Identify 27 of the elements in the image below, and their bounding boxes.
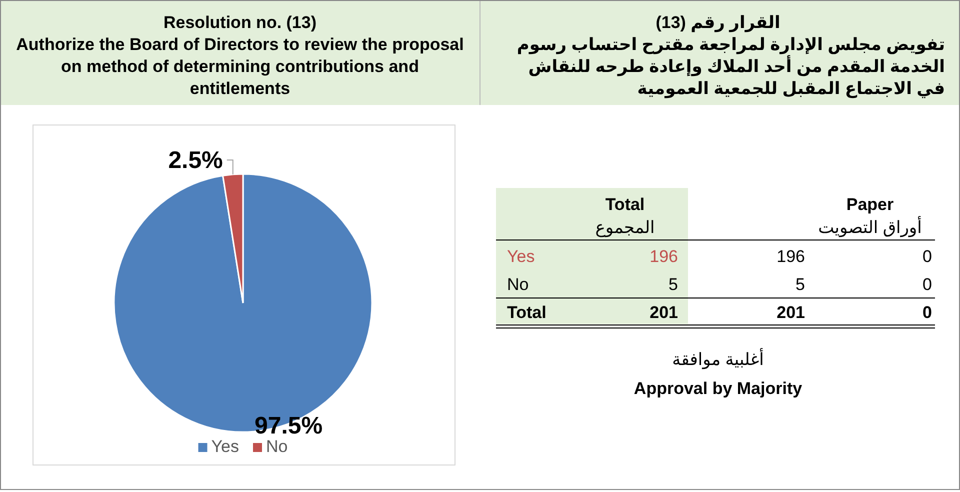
text: 5 bbox=[668, 275, 678, 294]
legend-label: Yes bbox=[211, 437, 239, 456]
text: 196 bbox=[776, 247, 805, 266]
text: Total bbox=[605, 195, 645, 214]
text: 196 bbox=[650, 247, 678, 266]
text: المجموع bbox=[595, 218, 655, 238]
text: Paper bbox=[846, 195, 894, 214]
pie-slice bbox=[113, 173, 373, 433]
data-label: 97.5% bbox=[254, 412, 323, 440]
text: 5 bbox=[796, 275, 805, 294]
text: 201 bbox=[650, 303, 678, 322]
data-label: 2.5% bbox=[168, 147, 223, 174]
legend-label: No bbox=[266, 437, 288, 456]
text: أوراق التصويت bbox=[818, 216, 922, 238]
text: No bbox=[507, 275, 529, 294]
text: أغلبية موافقة bbox=[672, 348, 764, 370]
text: Approval by Majority bbox=[634, 379, 803, 398]
text: القرار رقم (13) bbox=[656, 13, 780, 33]
text: 0 bbox=[922, 303, 932, 322]
chart-subtitle: Authorize the Board of Directors to review the proposal on method of determining contributions and entitlements bbox=[16, 35, 464, 98]
text: Yes bbox=[507, 247, 535, 266]
chart-title: Resolution no. (13) bbox=[164, 13, 316, 32]
text: 201 bbox=[776, 303, 805, 322]
text: 0 bbox=[922, 275, 932, 294]
text: 0 bbox=[922, 247, 932, 266]
text: تفويض مجلس الإدارة لمراجعة مقترح احتساب رسوم الخدمة المقدم من أحد الملاك وإعادة طرحه للنقاش في الاجتماع المقبل للجمعية العمومية bbox=[516, 35, 945, 99]
text: Total bbox=[507, 303, 546, 322]
